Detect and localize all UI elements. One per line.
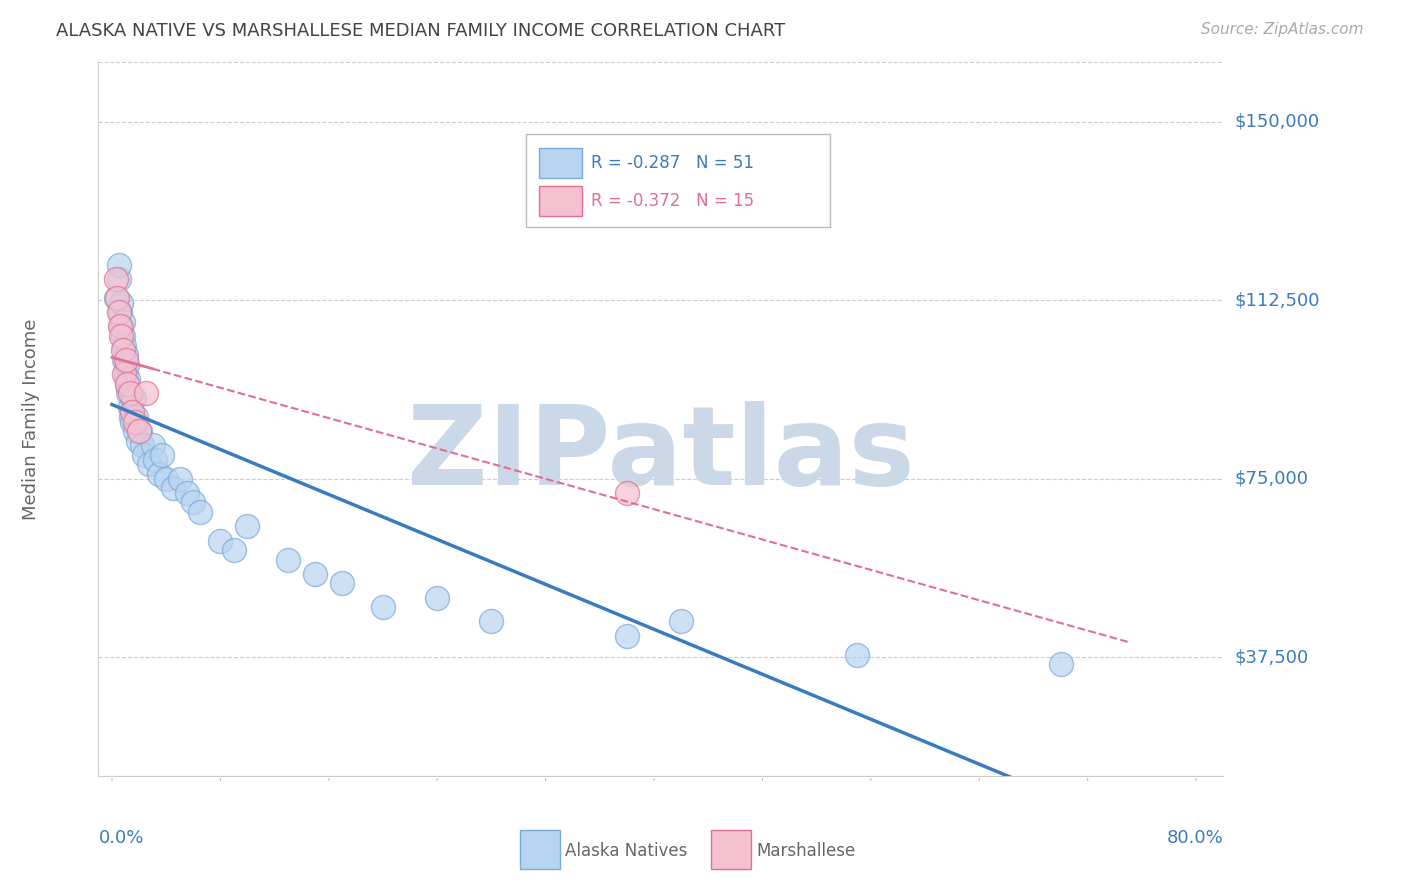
Point	[111, 329, 134, 343]
Bar	[711, 830, 751, 869]
Point	[128, 424, 150, 438]
Point	[121, 415, 143, 429]
Point	[110, 329, 132, 343]
Point	[115, 358, 138, 372]
Text: R = -0.287   N = 51: R = -0.287 N = 51	[591, 154, 754, 172]
Point	[114, 348, 136, 362]
Point	[616, 486, 638, 500]
Point	[148, 467, 170, 481]
Point	[111, 315, 134, 329]
Point	[117, 386, 139, 401]
Point	[426, 591, 449, 605]
Point	[110, 319, 132, 334]
Text: $37,500: $37,500	[1234, 648, 1309, 666]
Point	[127, 434, 149, 448]
Point	[105, 272, 128, 286]
Point	[115, 376, 138, 391]
Text: 0.0%: 0.0%	[98, 829, 143, 847]
Point	[155, 472, 177, 486]
Point	[304, 566, 326, 581]
Point	[371, 600, 394, 615]
Point	[135, 386, 157, 401]
Point	[121, 391, 143, 405]
Point	[143, 452, 166, 467]
Point	[616, 629, 638, 643]
Point	[209, 533, 232, 548]
Point	[115, 376, 138, 391]
Text: Marshallese: Marshallese	[756, 842, 856, 860]
Point	[105, 291, 128, 305]
Point	[124, 415, 146, 429]
Point	[181, 495, 204, 509]
Point	[134, 448, 156, 462]
Point	[277, 552, 299, 566]
Text: $150,000: $150,000	[1234, 113, 1319, 131]
Point	[176, 486, 198, 500]
Text: Median Family Income: Median Family Income	[22, 318, 39, 520]
Point	[169, 472, 191, 486]
Point	[105, 291, 128, 305]
Point	[188, 505, 211, 519]
Point	[150, 448, 173, 462]
Bar	[520, 830, 560, 869]
Point	[118, 386, 141, 401]
Point	[330, 576, 353, 591]
Point	[846, 648, 869, 662]
Bar	[540, 186, 582, 216]
Point	[107, 305, 129, 319]
Point	[107, 272, 129, 286]
Point	[108, 319, 131, 334]
Point	[110, 295, 132, 310]
Point	[138, 458, 160, 472]
Point	[162, 481, 184, 495]
Point	[107, 258, 129, 272]
Point	[222, 543, 245, 558]
Point	[112, 367, 135, 381]
Point	[131, 438, 153, 452]
Text: 80.0%: 80.0%	[1167, 829, 1223, 847]
Point	[1049, 657, 1071, 672]
Text: $112,500: $112,500	[1234, 292, 1320, 310]
Point	[124, 424, 146, 438]
Point	[108, 305, 131, 319]
Text: Source: ZipAtlas.com: Source: ZipAtlas.com	[1201, 22, 1364, 37]
Text: $75,000: $75,000	[1234, 470, 1309, 488]
Text: ZIPatlas: ZIPatlas	[406, 401, 915, 508]
Point	[481, 615, 503, 629]
Point	[129, 424, 152, 438]
Text: R = -0.372   N = 15: R = -0.372 N = 15	[591, 192, 754, 210]
Point	[120, 409, 142, 424]
Point	[125, 409, 148, 424]
Point	[114, 367, 136, 381]
Bar	[540, 148, 582, 178]
FancyBboxPatch shape	[526, 134, 830, 227]
Point	[236, 519, 259, 533]
Point	[111, 343, 134, 358]
Point	[114, 352, 136, 367]
Point	[112, 338, 135, 352]
Text: Alaska Natives: Alaska Natives	[565, 842, 688, 860]
Point	[669, 615, 692, 629]
Point	[117, 372, 139, 386]
Point	[112, 352, 135, 367]
Point	[118, 401, 141, 415]
Point	[121, 405, 143, 419]
Point	[122, 391, 145, 405]
Point	[142, 438, 165, 452]
Text: ALASKA NATIVE VS MARSHALLESE MEDIAN FAMILY INCOME CORRELATION CHART: ALASKA NATIVE VS MARSHALLESE MEDIAN FAMI…	[56, 22, 786, 40]
